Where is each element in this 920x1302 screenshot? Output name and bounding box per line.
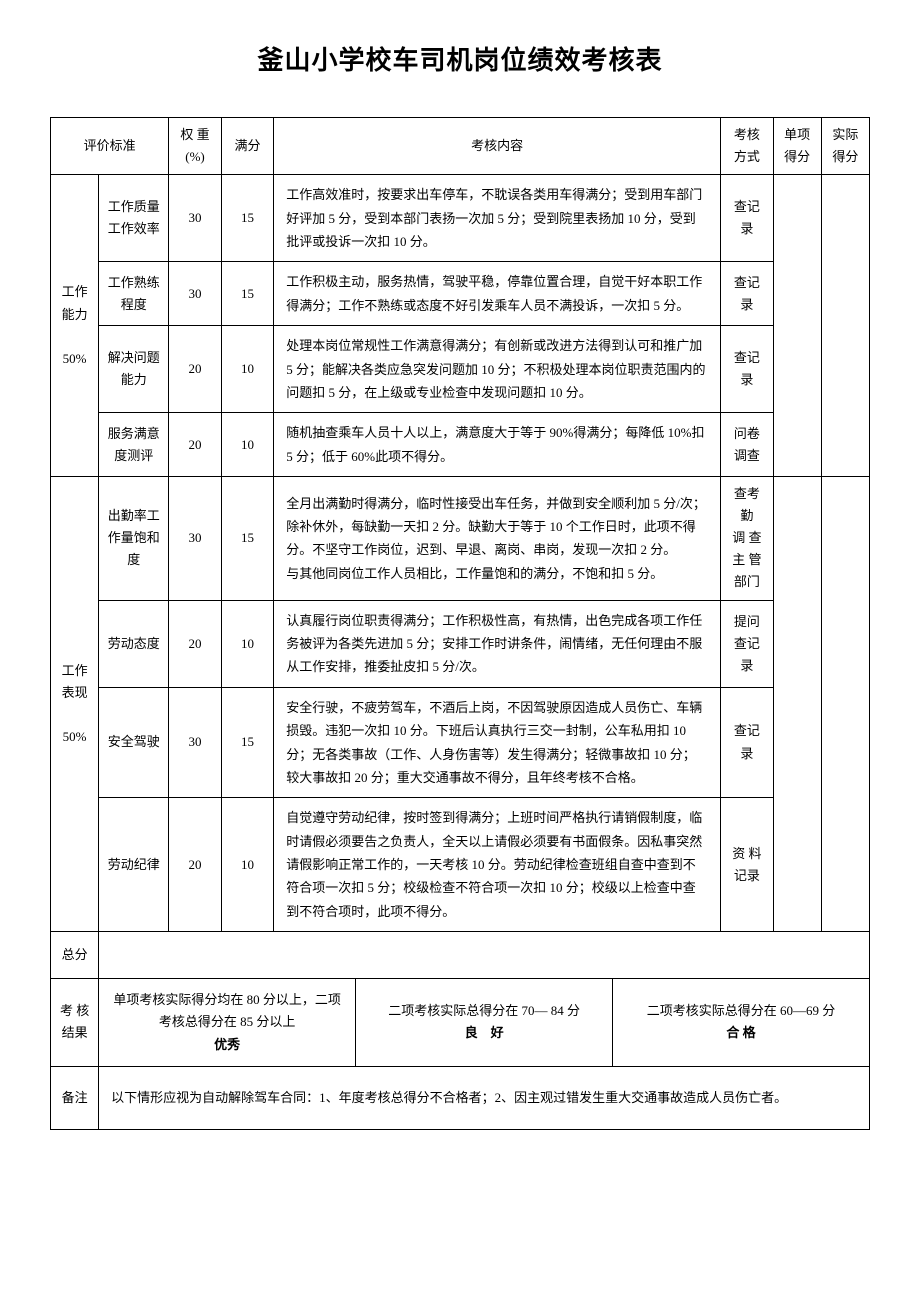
criteria-cell: 服务满意度测评 bbox=[99, 413, 169, 477]
method-cell: 问卷调查 bbox=[721, 413, 774, 477]
result-col-1: 单项考核实际得分均在 80 分以上，二项考核总得分在 85 分以上 优秀 bbox=[99, 979, 355, 1065]
content-cell: 自觉遵守劳动纪律，按时签到得满分；上班时间严格执行请销假制度，临时请假必须要告之… bbox=[274, 798, 721, 932]
weight-cell: 30 bbox=[169, 262, 222, 326]
result-col-1-line2: 优秀 bbox=[109, 1034, 345, 1056]
group-label: 工作能力 bbox=[59, 281, 90, 325]
weight-cell: 30 bbox=[169, 477, 222, 600]
result-col-3: 二项考核实际总得分在 60—69 分 合 格 bbox=[613, 979, 869, 1065]
full-cell: 10 bbox=[221, 600, 274, 687]
method-cell: 查记录 bbox=[721, 175, 774, 262]
header-row: 评价标准 权 重 (%) 满分 考核内容 考核方式 单项得分 实际得分 bbox=[51, 118, 870, 175]
full-cell: 10 bbox=[221, 798, 274, 932]
result-row: 考 核结果 单项考核实际得分均在 80 分以上，二项考核总得分在 85 分以上 … bbox=[51, 979, 870, 1066]
content-cell: 全月出满勤时得满分，临时性接受出车任务，并做到安全顺利加 5 分/次；除补休外，… bbox=[274, 477, 721, 600]
result-col-3-line1: 二项考核实际总得分在 60—69 分 bbox=[623, 1000, 859, 1022]
table-row: 解决问题能力 20 10 处理本岗位常规性工作满意得满分；有创新或改进方法得到认… bbox=[51, 326, 870, 413]
table-row: 工作表现 50% 出勤率工作量饱和度 30 15 全月出满勤时得满分，临时性接受… bbox=[51, 477, 870, 600]
total-empty bbox=[99, 932, 870, 979]
table-row: 劳动纪律 20 10 自觉遵守劳动纪律，按时签到得满分；上班时间严格执行请销假制… bbox=[51, 798, 870, 932]
table-row: 安全驾驶 30 15 安全行驶，不疲劳驾车，不酒后上岗，不因驾驶原因造成人员伤亡… bbox=[51, 687, 870, 798]
weight-cell: 20 bbox=[169, 413, 222, 477]
hdr-full: 满分 bbox=[221, 118, 274, 175]
result-col-2-line1: 二项考核实际总得分在 70— 84 分 bbox=[366, 1000, 602, 1022]
content-cell: 工作积极主动，服务热情，驾驶平稳，停靠位置合理，自觉干好本职工作得满分；工作不熟… bbox=[274, 262, 721, 326]
result-col-1-line1: 单项考核实际得分均在 80 分以上，二项考核总得分在 85 分以上 bbox=[109, 989, 345, 1033]
criteria-cell: 工作熟练程度 bbox=[99, 262, 169, 326]
hdr-criteria: 评价标准 bbox=[51, 118, 169, 175]
method-cell: 查考勤 调 查 主 管 部门 bbox=[721, 477, 774, 600]
hdr-weight: 权 重 (%) bbox=[169, 118, 222, 175]
criteria-cell: 劳动纪律 bbox=[99, 798, 169, 932]
total-row: 总分 bbox=[51, 932, 870, 979]
remark-row: 备注 以下情形应视为自动解除驾车合同：1、年度考核总得分不合格者；2、因主观过错… bbox=[51, 1066, 870, 1129]
full-cell: 10 bbox=[221, 326, 274, 413]
method-cell: 查记录 bbox=[721, 262, 774, 326]
full-cell: 15 bbox=[221, 175, 274, 262]
content-cell: 工作高效准时，按要求出车停车，不耽误各类用车得满分；受到用车部门好评加 5 分，… bbox=[274, 175, 721, 262]
result-col-3-line2: 合 格 bbox=[623, 1022, 859, 1044]
remark-text: 以下情形应视为自动解除驾车合同：1、年度考核总得分不合格者；2、因主观过错发生重… bbox=[99, 1066, 870, 1129]
content-cell: 认真履行岗位职责得满分；工作积极性高，有热情，出色完成各项工作任务被评为各类先进… bbox=[274, 600, 721, 687]
hdr-method: 考核方式 bbox=[721, 118, 774, 175]
total-label: 总分 bbox=[51, 932, 99, 979]
actual-score-cell bbox=[821, 477, 869, 932]
group-cell-ability: 工作能力 50% bbox=[51, 175, 99, 477]
content-cell: 随机抽查乘车人员十人以上，满意度大于等于 90%得满分；每降低 10%扣 5 分… bbox=[274, 413, 721, 477]
group-cell-performance: 工作表现 50% bbox=[51, 477, 99, 932]
assessment-table: 评价标准 权 重 (%) 满分 考核内容 考核方式 单项得分 实际得分 工作能力… bbox=[50, 117, 870, 1130]
table-row: 劳动态度 20 10 认真履行岗位职责得满分；工作积极性高，有热情，出色完成各项… bbox=[51, 600, 870, 687]
method-cell: 查记录 bbox=[721, 326, 774, 413]
full-cell: 15 bbox=[221, 687, 274, 798]
remark-label: 备注 bbox=[51, 1066, 99, 1129]
table-row: 工作熟练程度 30 15 工作积极主动，服务热情，驾驶平稳，停靠位置合理，自觉干… bbox=[51, 262, 870, 326]
content-cell: 安全行驶，不疲劳驾车，不酒后上岗，不因驾驶原因造成人员伤亡、车辆损毁。违犯一次扣… bbox=[274, 687, 721, 798]
actual-score-cell bbox=[821, 175, 869, 477]
criteria-cell: 安全驾驶 bbox=[99, 687, 169, 798]
weight-cell: 20 bbox=[169, 326, 222, 413]
weight-cell: 20 bbox=[169, 600, 222, 687]
single-score-cell bbox=[773, 175, 821, 477]
result-col-2: 二项考核实际总得分在 70— 84 分 良 好 bbox=[356, 979, 613, 1065]
single-score-cell bbox=[773, 477, 821, 932]
result-label: 考 核结果 bbox=[51, 979, 99, 1066]
result-inner: 单项考核实际得分均在 80 分以上，二项考核总得分在 85 分以上 优秀 二项考… bbox=[99, 979, 870, 1066]
weight-cell: 20 bbox=[169, 798, 222, 932]
weight-cell: 30 bbox=[169, 687, 222, 798]
full-cell: 15 bbox=[221, 477, 274, 600]
group-weight: 50% bbox=[59, 348, 90, 370]
page-title: 釜山小学校车司机岗位绩效考核表 bbox=[50, 40, 870, 77]
hdr-content: 考核内容 bbox=[274, 118, 721, 175]
result-col-2-line2: 良 好 bbox=[366, 1022, 602, 1044]
table-row: 服务满意度测评 20 10 随机抽查乘车人员十人以上，满意度大于等于 90%得满… bbox=[51, 413, 870, 477]
hdr-single: 单项得分 bbox=[773, 118, 821, 175]
criteria-cell: 解决问题能力 bbox=[99, 326, 169, 413]
group-label: 工作表现 bbox=[59, 660, 90, 704]
full-cell: 10 bbox=[221, 413, 274, 477]
method-cell: 查记录 bbox=[721, 687, 774, 798]
table-row: 工作能力 50% 工作质量工作效率 30 15 工作高效准时，按要求出车停车，不… bbox=[51, 175, 870, 262]
weight-cell: 30 bbox=[169, 175, 222, 262]
method-cell: 提问查记录 bbox=[721, 600, 774, 687]
criteria-cell: 劳动态度 bbox=[99, 600, 169, 687]
method-cell: 资 料记录 bbox=[721, 798, 774, 932]
hdr-actual: 实际得分 bbox=[821, 118, 869, 175]
group-weight: 50% bbox=[59, 726, 90, 748]
content-cell: 处理本岗位常规性工作满意得满分；有创新或改进方法得到认可和推广加 5 分；能解决… bbox=[274, 326, 721, 413]
criteria-cell: 出勤率工作量饱和度 bbox=[99, 477, 169, 600]
full-cell: 15 bbox=[221, 262, 274, 326]
criteria-cell: 工作质量工作效率 bbox=[99, 175, 169, 262]
